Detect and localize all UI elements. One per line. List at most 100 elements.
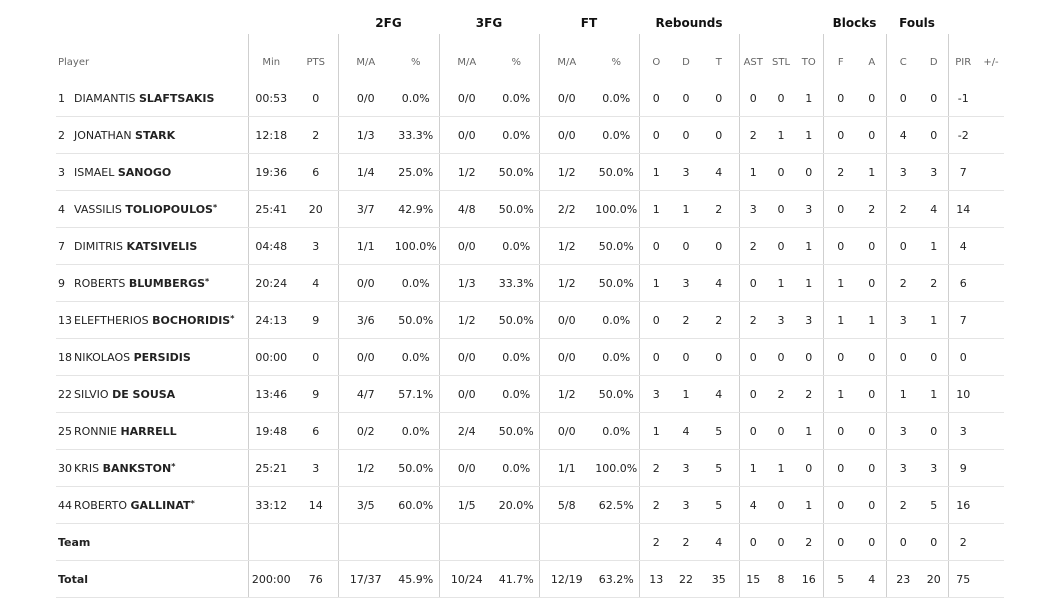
- stat-blk-a: 0: [858, 486, 887, 524]
- stat-reb-t: 5: [699, 486, 740, 524]
- stat-foul-d: 1: [920, 301, 949, 339]
- player-row[interactable]: 30 KRIS BANKSTON* 25:21 3 1/2 50.0% 0/0 0.0% 1/1…: [56, 449, 1004, 487]
- stat-to: 1: [795, 486, 824, 524]
- stat-plus-minus: [978, 301, 1004, 339]
- stat-blk-f: 1: [823, 301, 858, 339]
- stat-ft-pct: 0.0%: [594, 412, 640, 450]
- player-row[interactable]: 18 NIKOLAOS PERSIDIS 00:00 0 0/0 0.0% 0/0 0.0% 0…: [56, 338, 1004, 376]
- column-header-reb-d: D: [682, 56, 690, 68]
- player-last-name[interactable]: TOLIOPOULOS: [125, 202, 213, 216]
- stat-foul-d: 0: [920, 412, 949, 450]
- player-row[interactable]: 9 ROBERTS BLUMBERGS* 20:24 4 0/0 0.0% 1/3 33.3%…: [56, 264, 1004, 302]
- player-last-name[interactable]: BLUMBERGS: [128, 276, 206, 290]
- stat-reb-o: 0: [639, 227, 673, 265]
- player-first-name: ISMAEL: [74, 165, 115, 179]
- stat-blk-f: 0: [823, 523, 858, 561]
- stat-stl: 2: [767, 375, 795, 413]
- stat-pir: 10: [948, 375, 978, 413]
- stat-fg3-pct: 41.7%: [494, 560, 540, 598]
- column-header-pir: PIR: [955, 56, 972, 68]
- player-last-name[interactable]: BOCHORIDIS: [152, 313, 231, 327]
- stat-reb-o: 2: [639, 449, 673, 487]
- stat-to: 2: [795, 375, 824, 413]
- group-rebounds: Rebounds: [655, 16, 723, 30]
- stat-foul-c: 0: [886, 227, 920, 265]
- column-header-player: Player: [56, 44, 249, 80]
- stat-fg2-pct: 0.0%: [393, 264, 440, 302]
- stat-plus-minus: [978, 523, 1004, 561]
- stat-fg3-pct: 0.0%: [494, 338, 540, 376]
- player-last-name[interactable]: PERSIDIS: [133, 350, 191, 364]
- group-ft: FT: [580, 16, 598, 30]
- stat-reb-t: 4: [699, 153, 740, 191]
- stat-blk-a: 0: [858, 412, 887, 450]
- stat-to: 1: [795, 227, 824, 265]
- player-last-name[interactable]: GALLINAT: [130, 498, 191, 512]
- stat-reb-o: 1: [639, 190, 673, 228]
- player-cell[interactable]: 4 VASSILIS TOLIOPOULOS*: [56, 190, 249, 228]
- stat-foul-c: 0: [886, 80, 920, 117]
- stat-fg2-pct: 50.0%: [393, 301, 440, 339]
- stat-ft-pct: 100.0%: [594, 449, 640, 487]
- stat-ft-ma: 1/2: [539, 153, 594, 191]
- column-header-reb-t: T: [699, 44, 740, 80]
- stat-fg3-ma: 0/0: [439, 80, 494, 117]
- stat-reb-d: 3: [673, 153, 699, 191]
- stat-ast: 0: [739, 375, 767, 413]
- player-cell[interactable]: 18 NIKOLAOS PERSIDIS: [56, 338, 249, 376]
- player-cell[interactable]: 30 KRIS BANKSTON*: [56, 449, 249, 487]
- player-row[interactable]: 44 ROBERTO GALLINAT* 33:12 14 3/5 60.0% 1/5 20.…: [56, 486, 1004, 524]
- stat-foul-c: 3: [886, 449, 920, 487]
- stat-reb-d: 0: [673, 116, 699, 154]
- player-last-name[interactable]: KATSIVELIS: [126, 239, 198, 253]
- player-cell[interactable]: 3 ISMAEL SANOGO: [56, 153, 249, 191]
- stat-plus-minus: [978, 375, 1004, 413]
- stat-fg3-ma: [439, 523, 494, 561]
- player-cell[interactable]: 22 SILVIO DE SOUSA: [56, 375, 249, 413]
- player-row[interactable]: 13 ELEFTHERIOS BOCHORIDIS* 24:13 9 3/6 50.0% 1…: [56, 301, 1004, 339]
- player-row[interactable]: 1 DIAMANTIS SLAFTSAKIS 00:53 0 0/0 0.0% 0/0 0.0…: [56, 80, 1004, 117]
- player-row[interactable]: 22 SILVIO DE SOUSA 13:46 9 4/7 57.1% 0/0 0.0% 1/…: [56, 375, 1004, 413]
- stat-fg3-pct: 50.0%: [494, 153, 540, 191]
- stat-plus-minus: [978, 486, 1004, 524]
- player-cell[interactable]: 44 ROBERTO GALLINAT*: [56, 486, 249, 524]
- player-row[interactable]: 2 JONATHAN STARK 12:18 2 1/3 33.3% 0/0 0.0% 0/0 0…: [56, 116, 1004, 154]
- stat-stl: 0: [767, 486, 795, 524]
- stat-fg2-ma: 3/6: [338, 301, 393, 339]
- stat-ast: 0: [739, 264, 767, 302]
- stat-reb-d: 3: [673, 449, 699, 487]
- player-cell[interactable]: 25 RONNIE HARRELL: [56, 412, 249, 450]
- player-last-name[interactable]: SANOGO: [117, 165, 172, 179]
- column-header-fg2-pct: %: [393, 44, 440, 80]
- stat-foul-d: 1: [920, 375, 949, 413]
- stat-reb-o: 0: [639, 338, 673, 376]
- stat-fg3-ma: 10/24: [439, 560, 494, 598]
- stat-reb-t: 5: [699, 412, 740, 450]
- column-header-blk-f: F: [837, 56, 844, 68]
- player-row[interactable]: 25 RONNIE HARRELL 19:48 6 0/2 0.0% 2/4 50.0% 0/0…: [56, 412, 1004, 450]
- player-cell[interactable]: 13 ELEFTHERIOS BOCHORIDIS*: [56, 301, 249, 339]
- stat-to: 1: [795, 412, 824, 450]
- player-cell[interactable]: 2 JONATHAN STARK: [56, 116, 249, 154]
- player-last-name[interactable]: DE SOUSA: [112, 387, 176, 401]
- player-last-name[interactable]: SLAFTSAKIS: [138, 91, 215, 105]
- player-last-name[interactable]: STARK: [135, 128, 176, 142]
- player-row[interactable]: 4 VASSILIS TOLIOPOULOS* 25:41 20 3/7 42.9% 4/8…: [56, 190, 1004, 228]
- player-last-name[interactable]: BANKSTON: [102, 461, 172, 475]
- player-cell[interactable]: 7 DIMITRIS KATSIVELIS: [56, 227, 249, 265]
- player-last-name[interactable]: HARRELL: [120, 424, 177, 438]
- stat-stl: 1: [767, 116, 795, 154]
- stat-fg3-pct: 0.0%: [494, 449, 540, 487]
- player-cell[interactable]: 1 DIAMANTIS SLAFTSAKIS: [56, 80, 249, 117]
- player-cell[interactable]: 9 ROBERTS BLUMBERGS*: [56, 264, 249, 302]
- player-rows: 1 DIAMANTIS SLAFTSAKIS 00:53 0 0/0 0.0% 0/0 0.0…: [56, 80, 1004, 598]
- stat-ft-ma: 5/8: [539, 486, 594, 524]
- stat-reb-t: 2: [699, 190, 740, 228]
- stat-fg3-pct: 0.0%: [494, 116, 540, 154]
- stat-reb-d: 3: [673, 264, 699, 302]
- stat-fg3-pct: 50.0%: [494, 301, 540, 339]
- player-row[interactable]: 3 ISMAEL SANOGO 19:36 6 1/4 25.0% 1/2 50.0% 1/2 5…: [56, 153, 1004, 191]
- starter-marker: *: [212, 202, 218, 212]
- player-row[interactable]: 7 DIMITRIS KATSIVELIS 04:48 3 1/1 100.0% 0/0 0.…: [56, 227, 1004, 265]
- column-header-foul-d: D: [920, 44, 949, 80]
